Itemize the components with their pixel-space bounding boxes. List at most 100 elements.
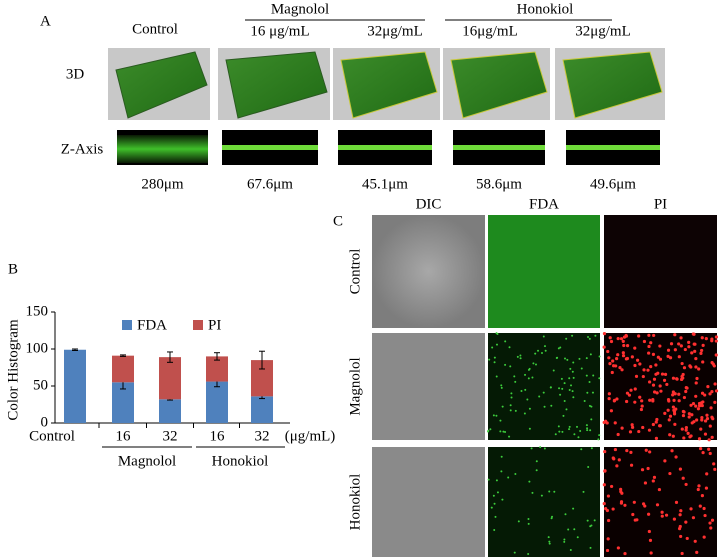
cell-dot <box>491 346 494 349</box>
cell-dot <box>655 391 659 395</box>
cell-dot <box>667 418 671 422</box>
column-header: FDA <box>529 196 559 212</box>
cell-dot <box>703 513 707 518</box>
cell-dot <box>624 357 628 361</box>
cell-dot <box>708 521 712 525</box>
cell-dot <box>646 368 650 372</box>
cell-dot <box>671 405 675 409</box>
group-label: Magnolol <box>118 453 176 469</box>
cell-dot <box>607 397 611 401</box>
cell-dot <box>694 357 698 361</box>
cell-dot <box>671 434 675 438</box>
image-z-layer <box>338 145 432 150</box>
micrograph <box>488 333 600 440</box>
cell-dot <box>668 471 672 476</box>
cell-dot <box>660 372 665 376</box>
cell-dot <box>569 549 572 552</box>
cell-dot <box>493 356 496 359</box>
cell-dot <box>571 334 574 337</box>
cell-dot <box>687 340 691 345</box>
error-bar <box>120 354 126 357</box>
cell-dot <box>678 513 682 517</box>
cell-dot <box>538 395 541 398</box>
cell-dot <box>606 349 610 354</box>
cell-dot <box>524 388 527 391</box>
cell-dot <box>658 344 662 348</box>
cell-dot <box>514 472 517 475</box>
cell-dot <box>710 435 714 439</box>
cell-dot <box>681 409 685 414</box>
cell-dot <box>651 479 655 483</box>
cell-dot <box>659 389 663 393</box>
cell-dot <box>691 401 696 406</box>
micrograph <box>604 215 717 328</box>
y-tick-label: 50 <box>33 377 48 393</box>
cell-dot <box>500 470 503 473</box>
cell-dot <box>677 392 681 396</box>
cell-dot <box>682 395 687 400</box>
cell-dot <box>610 370 614 375</box>
image-z-layer <box>117 135 208 163</box>
cell-dot <box>566 358 569 361</box>
cell-dot <box>632 500 636 504</box>
cell-dot <box>713 382 717 386</box>
cell-dot <box>571 370 574 373</box>
cell-dot <box>649 365 653 369</box>
bar-segment <box>159 357 181 400</box>
legend-label: FDA <box>137 317 167 333</box>
cell-dot <box>530 447 533 450</box>
cell-dot <box>569 367 572 370</box>
cell-dot <box>590 524 593 527</box>
cell-dot <box>663 372 668 377</box>
cell-dot <box>668 414 673 418</box>
cell-dot <box>562 414 565 417</box>
cell-dot <box>677 399 681 403</box>
cell-dot <box>685 536 689 541</box>
cell-dot <box>523 412 526 415</box>
cell-dot <box>588 380 591 383</box>
cell-dot <box>696 407 701 411</box>
cell-dot <box>652 377 657 381</box>
cell-dot <box>672 408 676 412</box>
cell-dot <box>663 459 667 463</box>
cell-dot <box>492 494 495 497</box>
cell-dot <box>563 382 566 385</box>
micrograph <box>488 447 600 557</box>
cell-dot <box>689 403 693 407</box>
cell-dot <box>547 536 550 539</box>
cell-dot <box>669 342 674 346</box>
cell-dot <box>598 355 601 358</box>
cell-dot <box>699 351 703 355</box>
cell-dot <box>648 380 652 384</box>
cell-dot <box>488 358 491 361</box>
cell-dot <box>590 405 593 408</box>
cell-dot <box>612 364 616 368</box>
cell-dot <box>637 334 641 338</box>
cell-dot <box>691 516 696 520</box>
cell-dot <box>560 377 563 380</box>
cell-dot <box>591 391 594 394</box>
cell-dot <box>695 418 699 422</box>
cell-dot <box>680 361 684 366</box>
cell-dot <box>499 430 502 433</box>
cell-dot <box>663 411 667 415</box>
cell-dot <box>654 420 658 424</box>
unit-label: (μg/mL) <box>285 428 336 444</box>
cell-dot <box>558 430 561 433</box>
thickness-label: 49.6μm <box>590 176 636 192</box>
cell-dot <box>664 513 669 517</box>
cell-dot <box>690 413 694 417</box>
cell-dot <box>708 424 712 428</box>
cell-dot <box>682 366 687 370</box>
cell-dot <box>655 417 659 422</box>
cell-dot <box>564 513 567 516</box>
micrograph <box>372 333 485 440</box>
cell-dot <box>656 371 660 375</box>
cell-dot <box>675 377 679 381</box>
cell-dot <box>695 550 699 554</box>
cell-dot <box>635 518 639 522</box>
bar-segment <box>112 382 134 423</box>
cell-dot <box>633 400 637 404</box>
cell-dot <box>671 376 676 380</box>
cell-dot <box>489 428 492 431</box>
